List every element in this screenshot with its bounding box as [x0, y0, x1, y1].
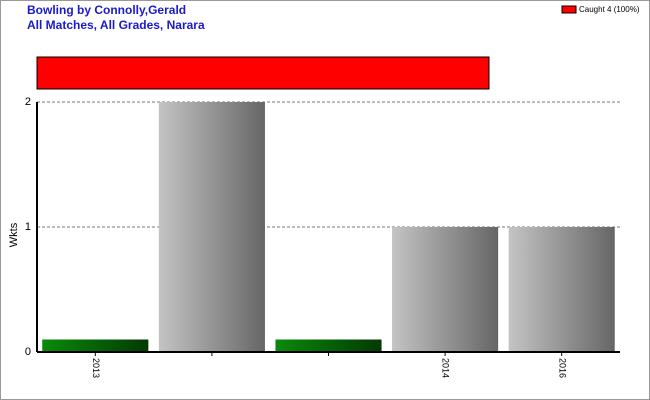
bar [158, 102, 265, 352]
bar [275, 339, 382, 352]
x-tick-label: 2013 [91, 358, 101, 378]
y-tick-label: 1 [25, 221, 31, 233]
chart-subtitle: All Matches, All Grades, Narara [27, 18, 205, 32]
x-tick-label: 2014 [441, 358, 451, 378]
bar [508, 227, 615, 352]
y-axis-label: Wkts [8, 222, 20, 247]
bar [392, 227, 499, 352]
legend-label: Caught 4 (100%) [579, 5, 640, 14]
y-tick-label: 2 [25, 96, 31, 108]
legend-swatch [561, 5, 577, 14]
breakdown-bar [36, 56, 490, 90]
x-tick-label: 2016 [557, 358, 567, 378]
y-tick-label: 0 [25, 346, 31, 358]
chart-title: Bowling by Connolly,Gerald [27, 3, 186, 17]
bar [42, 339, 149, 352]
